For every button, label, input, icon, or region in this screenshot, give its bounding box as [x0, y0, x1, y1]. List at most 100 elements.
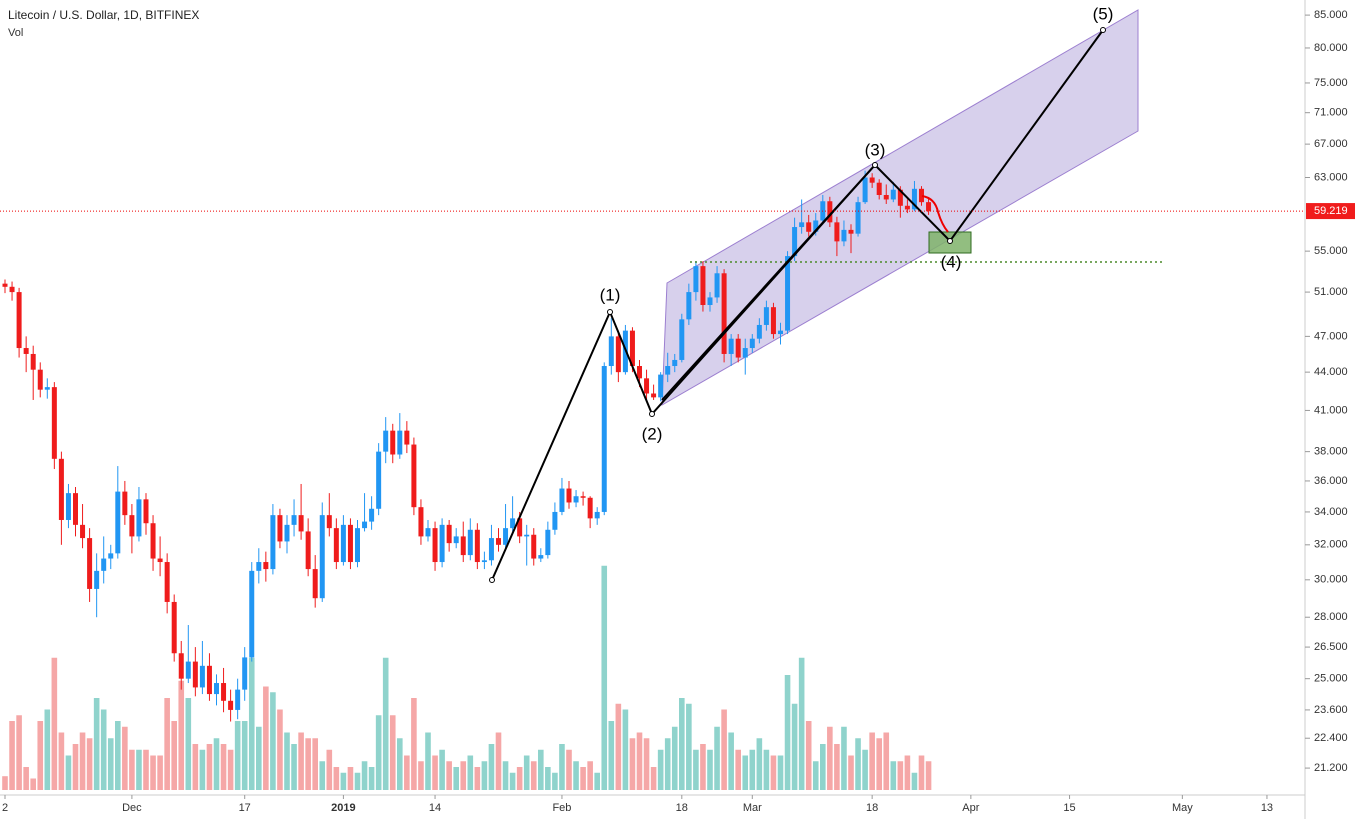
wave-label: (2) — [642, 424, 663, 443]
x-tick-label: Mar — [743, 802, 762, 814]
volume-bar — [227, 749, 234, 790]
volume-bar — [446, 761, 452, 790]
volume-bar — [326, 749, 333, 790]
volume-bar — [199, 749, 206, 790]
volume-bar — [735, 749, 741, 790]
candle-body — [686, 292, 692, 320]
volume-bar — [918, 755, 925, 790]
candle-body — [855, 202, 861, 234]
candle-body — [876, 182, 882, 196]
volume-bar — [298, 732, 304, 790]
wave-point — [1100, 27, 1106, 33]
volume-bar — [862, 749, 868, 790]
volume-bar — [9, 721, 15, 790]
volume-bar — [841, 726, 847, 790]
volume-bar — [171, 721, 177, 790]
candle-body — [101, 558, 107, 571]
volume-bar — [418, 761, 424, 790]
y-tick-label: 21.200 — [1314, 762, 1348, 774]
y-tick-label: 44.000 — [1314, 366, 1348, 378]
y-tick-label: 22.400 — [1314, 732, 1348, 744]
volume-label: Vol — [8, 27, 23, 39]
volume-bar — [2, 776, 8, 790]
y-tick-label: 41.000 — [1314, 404, 1348, 416]
candle-body — [763, 307, 769, 325]
volume-bar — [65, 755, 72, 790]
candle-body — [404, 430, 410, 445]
x-tick-label: Apr — [962, 802, 979, 814]
volume-bar — [220, 744, 227, 790]
y-tick-label: 80.000 — [1314, 42, 1348, 54]
volume-bar — [707, 749, 713, 790]
candle-body — [778, 330, 783, 335]
volume-bar — [714, 726, 720, 790]
candle-body — [658, 374, 664, 398]
volume-bar — [820, 744, 826, 790]
candle-body — [376, 451, 382, 509]
candle-body — [2, 283, 8, 287]
candle-body — [87, 538, 93, 589]
candle-body — [566, 488, 572, 503]
volume-bar — [241, 721, 248, 790]
candle-body — [439, 524, 445, 563]
candle-body — [171, 601, 177, 654]
candle-body — [73, 493, 78, 525]
candle-body — [16, 292, 22, 349]
volume-bar — [643, 738, 650, 790]
candle-body — [467, 529, 473, 556]
volume-bar — [185, 698, 192, 790]
volume-bar — [86, 738, 93, 790]
candle-body — [199, 665, 205, 688]
candle-body — [573, 496, 579, 503]
volume-bar — [157, 755, 163, 790]
wave-label: (4) — [941, 252, 962, 271]
candle-body — [799, 222, 805, 228]
candle-body — [270, 515, 276, 570]
volume-bar — [136, 749, 142, 790]
candle-body — [143, 499, 149, 524]
candle-body — [770, 307, 776, 335]
volume-bar — [601, 565, 608, 790]
wave-line — [661, 164, 876, 401]
candle-body — [277, 515, 283, 542]
candle-body — [911, 188, 917, 210]
candle-body — [707, 297, 713, 305]
projection — [921, 195, 949, 233]
candle-body — [749, 338, 755, 349]
candle-body — [587, 497, 593, 519]
volume-bar — [382, 657, 389, 790]
candle-body — [883, 195, 889, 200]
volume-bar — [869, 732, 875, 790]
volume-bar — [523, 755, 530, 790]
candle-body — [637, 366, 642, 379]
volume-bar — [883, 732, 890, 790]
volume-bar — [100, 709, 107, 790]
candle-body — [192, 661, 198, 688]
volume-bar — [911, 772, 918, 790]
volume-bar — [657, 749, 664, 790]
volume-bar — [23, 767, 29, 790]
volume-bar — [213, 738, 220, 790]
volume-bar — [629, 738, 636, 790]
x-tick-label: 2 — [2, 802, 8, 814]
candle-body — [517, 518, 523, 537]
volume-bar — [890, 761, 897, 790]
y-tick-label: 23.600 — [1314, 704, 1348, 716]
y-tick-label: 75.000 — [1314, 77, 1348, 89]
volume-bar — [636, 732, 643, 790]
candle-body — [474, 529, 480, 563]
candle-body — [629, 330, 635, 367]
candle-body — [129, 515, 135, 537]
y-tick-label: 85.000 — [1314, 9, 1348, 21]
volume-bar — [608, 721, 615, 790]
volume-bar — [552, 772, 558, 790]
y-tick-label: 47.000 — [1314, 330, 1348, 342]
volume-bar — [291, 744, 297, 790]
candle-body — [94, 570, 100, 589]
candle-body — [249, 570, 255, 658]
volume-bar — [312, 738, 318, 790]
candle-body — [164, 562, 170, 602]
candle-body — [58, 458, 64, 520]
candle-body — [834, 222, 840, 242]
volume-bar — [192, 744, 199, 790]
